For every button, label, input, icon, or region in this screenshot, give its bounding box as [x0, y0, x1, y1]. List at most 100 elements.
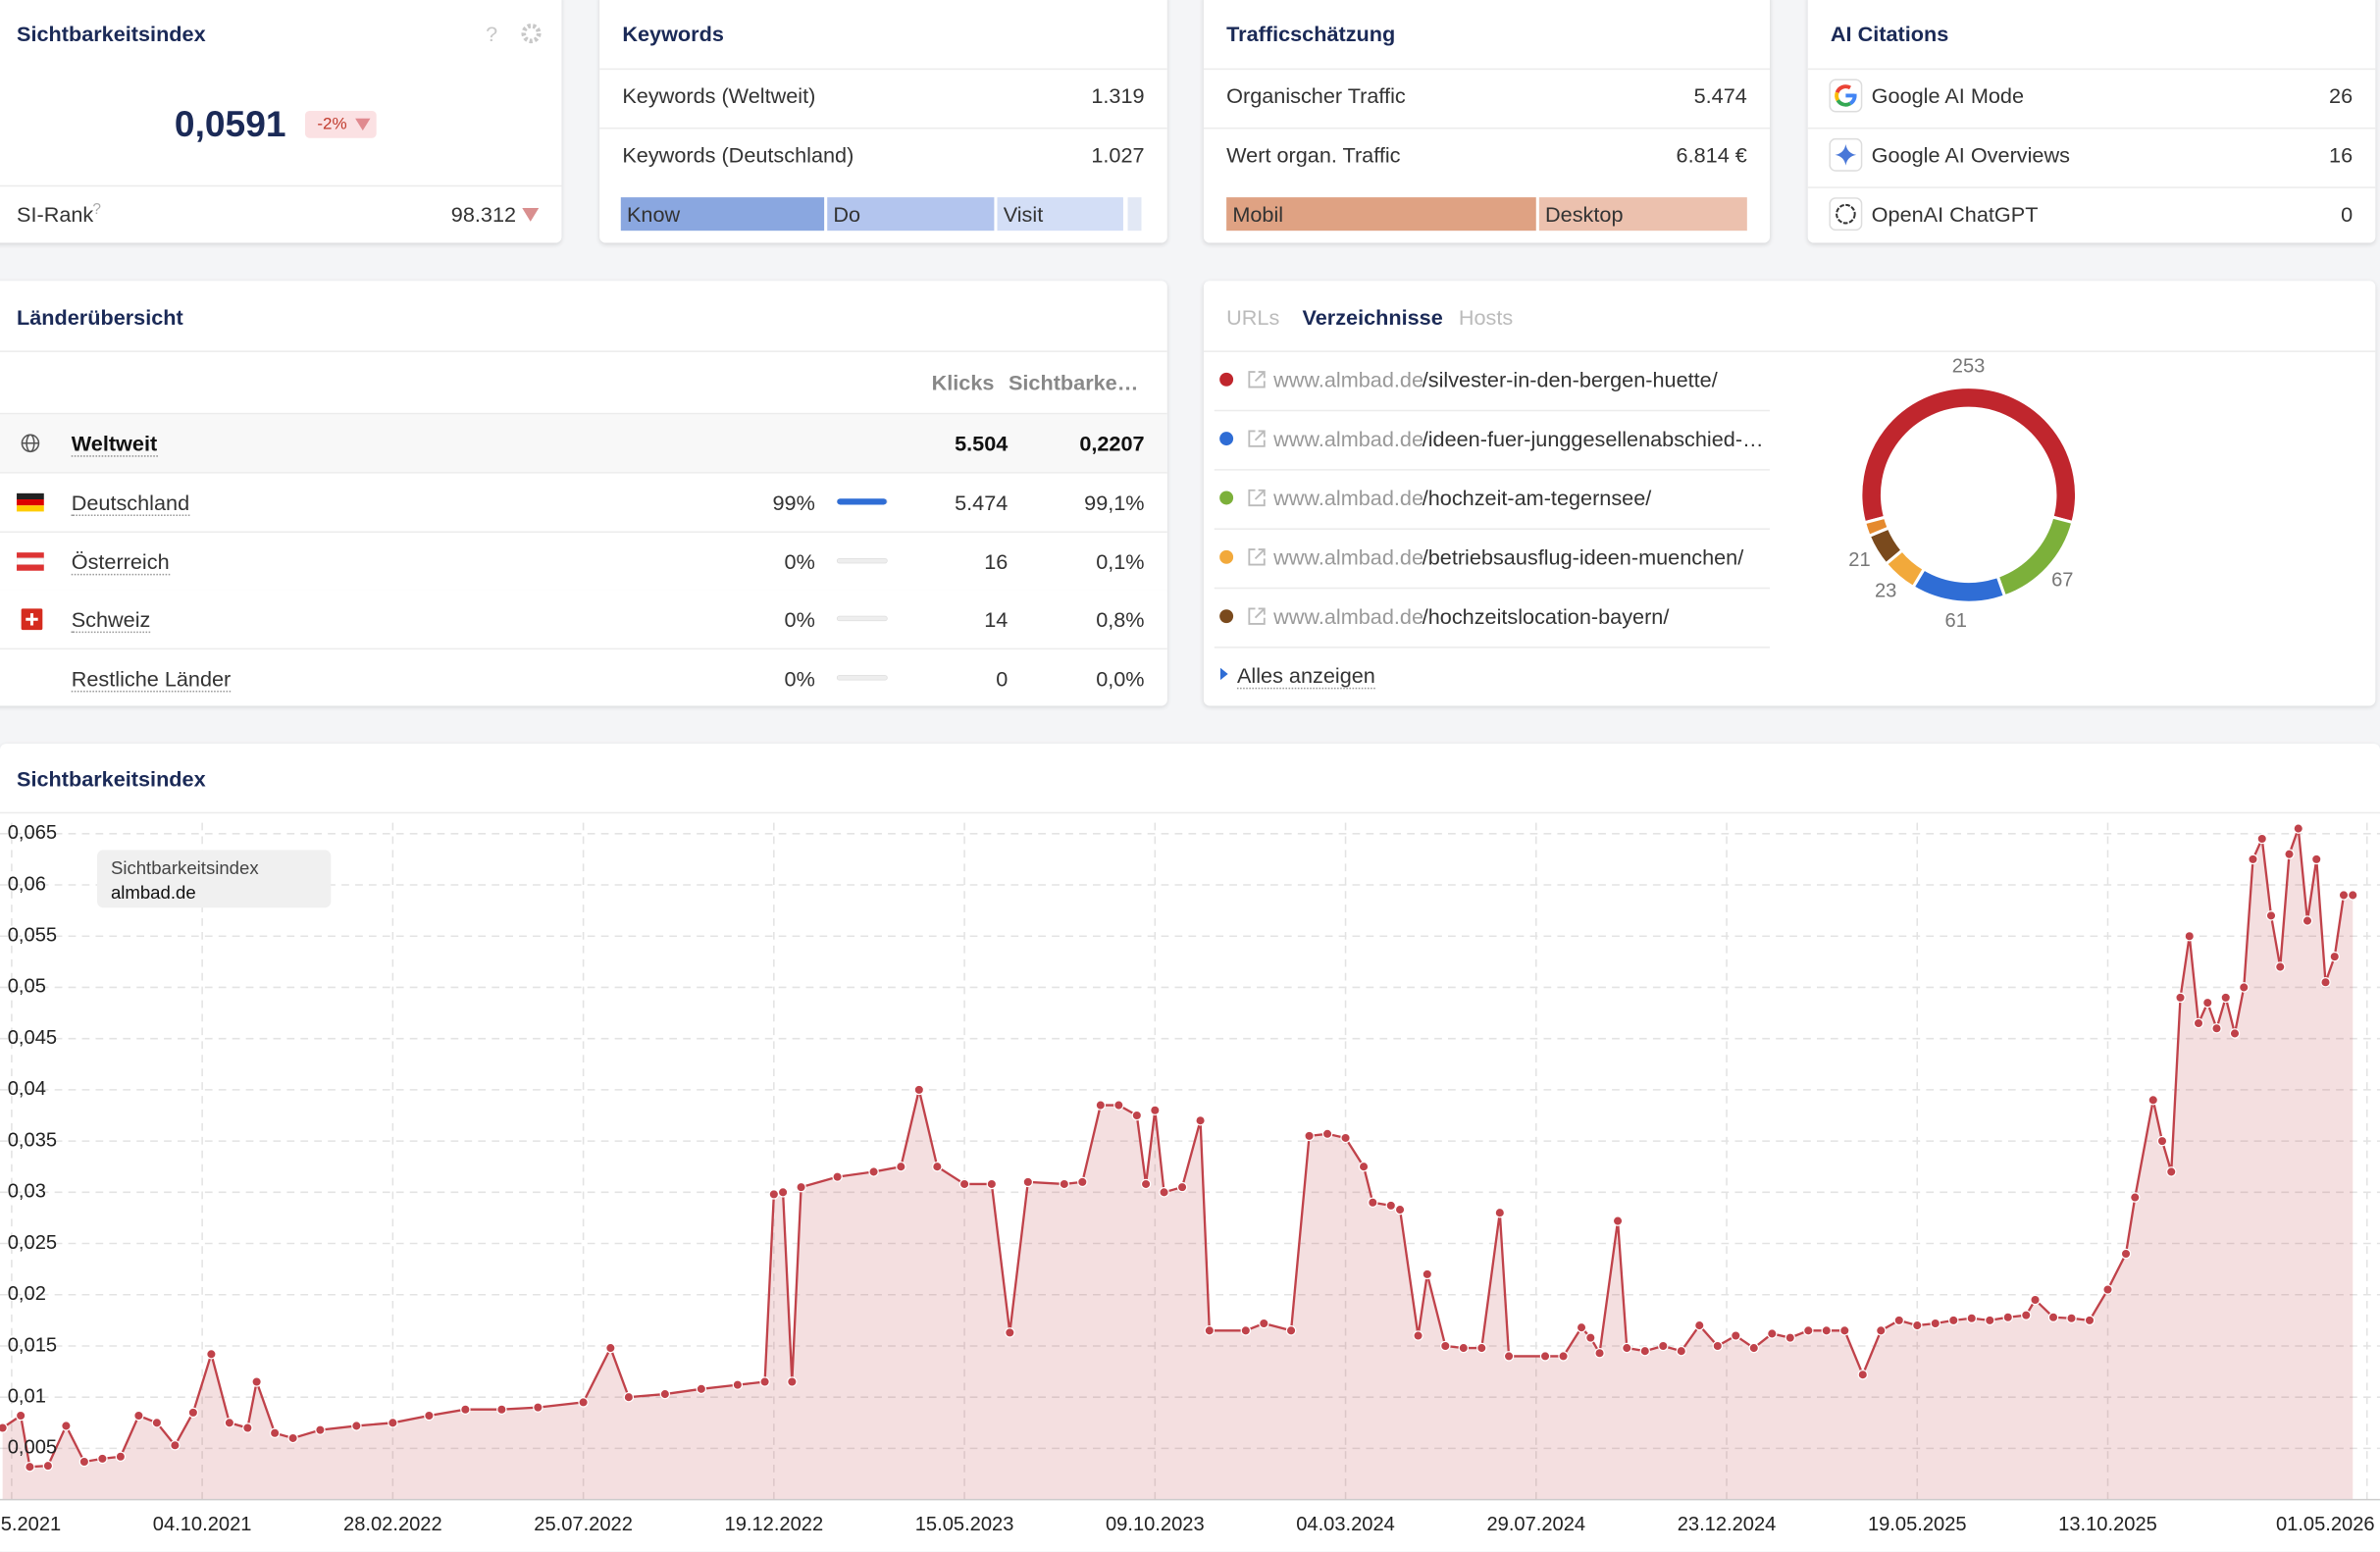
row-value: 1.027 [1091, 142, 1145, 168]
data-point [832, 1171, 843, 1182]
country-share: 0% [784, 548, 815, 574]
data-point [1539, 1351, 1551, 1362]
column-header: Sichtbarke… [1008, 370, 1139, 395]
country-share: 0% [784, 666, 815, 692]
change-badge: -2% [304, 110, 377, 138]
data-point [1059, 1178, 1070, 1190]
data-point [2066, 1313, 2077, 1324]
down-arrow [355, 118, 371, 131]
external-link-icon [1248, 548, 1266, 566]
flag [17, 504, 44, 512]
data-point [2274, 961, 2286, 972]
data-point [1857, 1369, 1869, 1380]
data-point [1639, 1345, 1651, 1357]
tab[interactable]: Hosts [1458, 304, 1514, 330]
directory-host: www.almbad.de [1273, 544, 1423, 570]
country-visibility: 0,1% [1096, 548, 1145, 574]
data-point [206, 1349, 217, 1360]
y-tick-label: 0,045 [8, 1027, 57, 1049]
column-header: Klicks [931, 370, 995, 395]
data-point [1948, 1315, 1959, 1326]
data-point [768, 1189, 780, 1200]
y-tick-label: 0,03 [8, 1181, 46, 1203]
country-name: Weltweit [71, 431, 158, 457]
row-label: Wert organ. Traffic [1226, 142, 1401, 168]
x-tick-label: 04.03.2024 [1296, 1514, 1395, 1535]
openai-logo [1836, 203, 1856, 225]
show-all-link[interactable]: Alles anzeigen [1236, 663, 1375, 690]
icon [1219, 372, 1234, 387]
data-point [1748, 1342, 1760, 1354]
divider [0, 412, 1167, 415]
intent-bar: Do [827, 197, 995, 232]
data-point [2047, 1312, 2059, 1322]
country-visibility: 0,8% [1096, 607, 1145, 633]
icon [17, 492, 44, 512]
country-visibility: 99,1% [1084, 490, 1145, 515]
data-point [1594, 1348, 1605, 1359]
google-logo [1836, 98, 1851, 107]
data-point [1658, 1340, 1669, 1352]
icon [836, 557, 888, 563]
data-point [2021, 1310, 2032, 1320]
data-point [1785, 1332, 1796, 1343]
data-point [251, 1376, 262, 1387]
data-point [1368, 1197, 1378, 1209]
data-point [2201, 997, 2213, 1009]
icon [21, 434, 40, 453]
intent-bar [1127, 197, 1142, 232]
icon [1248, 489, 1266, 507]
data-point [1558, 1351, 1569, 1362]
directory-path: /hochzeitslocation-bayern/ [1422, 603, 1670, 629]
data-point [1576, 1321, 1587, 1333]
help-icon: ? [486, 21, 498, 46]
donut-label: 61 [1945, 610, 1967, 632]
row-value: 0 [2341, 201, 2354, 227]
card-title: Trafficschätzung [1226, 21, 1396, 46]
data-point [2165, 1166, 2177, 1177]
rank-help: ? [92, 201, 101, 219]
x-tick-label: 19.05.2025 [1868, 1514, 1967, 1535]
country-row: Restliche Länder 0% 0 0,0% [0, 649, 1167, 706]
icon [836, 616, 888, 622]
line-chart: 10.05.2021 04.10.2021 28.02.2022 25.07.2022… [0, 822, 2380, 1535]
tab[interactable]: URLs [1226, 304, 1280, 330]
data-point [424, 1410, 435, 1422]
y-tick-label: 0,01 [8, 1386, 46, 1408]
down-arrow [522, 207, 540, 222]
google-logo [1835, 84, 1851, 94]
country-name: Restliche Länder [71, 666, 232, 693]
data-point [496, 1404, 507, 1415]
y-tick-label: 0,06 [8, 873, 46, 895]
data-point [133, 1410, 144, 1422]
directory-path: /silvester-in-den-bergen-huette/ [1422, 367, 1718, 392]
x-tick-label: 01.05.2026 [2276, 1514, 2375, 1535]
icon [1248, 430, 1266, 447]
divider [599, 68, 1167, 71]
data-point [986, 1178, 998, 1190]
data-point [605, 1342, 616, 1354]
icon [1248, 371, 1266, 388]
data-point [1358, 1161, 1370, 1172]
donut-segment [1862, 515, 1891, 539]
icon [17, 551, 44, 571]
legend-dot [1219, 491, 1234, 505]
legend-dot [1219, 372, 1234, 387]
external-link-icon [1248, 489, 1266, 507]
data-point [115, 1451, 127, 1463]
icon [1219, 432, 1234, 446]
card-title: Länderübersicht [17, 304, 183, 330]
divider [599, 127, 1167, 129]
card-title: Sichtbarkeitsindex [17, 766, 206, 792]
data-point [2193, 1017, 2204, 1029]
data-point [1876, 1325, 1887, 1336]
flag [26, 613, 38, 627]
data-point [61, 1421, 72, 1431]
data-point [1612, 1216, 1624, 1226]
data-point [460, 1404, 471, 1415]
icon [1248, 548, 1266, 566]
data-point [2284, 849, 2295, 859]
tab[interactable]: Verzeichnisse [1302, 304, 1443, 330]
